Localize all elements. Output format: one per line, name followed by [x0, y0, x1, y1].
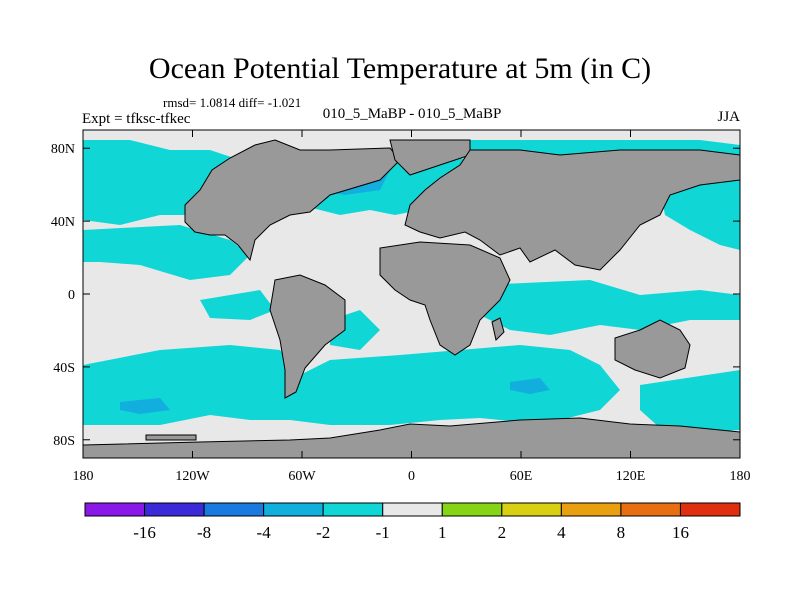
land-madagascar	[491, 317, 505, 341]
colorbar-level-label: 2	[498, 523, 507, 542]
colorbar-level-label: -8	[197, 523, 211, 542]
lat-tick-label: 80S	[53, 434, 75, 449]
colorbar-swatch	[84, 502, 146, 517]
colorbar-swatch	[322, 502, 384, 517]
season-label: JJA	[717, 109, 740, 125]
colorbar-swatch	[382, 502, 443, 517]
colorbar-level-label: 1	[438, 523, 447, 542]
land-masses	[83, 139, 740, 458]
colorbar-level-label: -4	[257, 523, 272, 542]
land-eurasia	[404, 149, 740, 271]
lon-tick-label: 0	[408, 469, 415, 484]
lon-tick-label: 60W	[288, 469, 316, 484]
longitude-axis: 180 120W 60W 0 60E 120E 180	[73, 130, 751, 484]
southern-strong-cool-patch-2	[510, 378, 550, 394]
lon-tick-label: 180	[730, 469, 751, 484]
tropical-pacific-south-band	[200, 290, 275, 320]
colorbar-swatch	[501, 502, 562, 517]
land-antarctica	[83, 417, 740, 458]
map-field	[83, 130, 740, 458]
colorbar-level-label: -1	[376, 523, 390, 542]
land-africa	[379, 241, 511, 356]
colorbar-swatch	[620, 502, 681, 517]
tropical-pacific-north-band	[83, 225, 250, 280]
lat-tick-label: 40N	[51, 215, 75, 230]
case-label: 010_5_MaBP - 010_5_MaBP	[322, 106, 502, 122]
lon-tick-label: 120E	[616, 469, 646, 484]
arctic-pacific-cool-region	[83, 140, 250, 225]
stats-text: rmsd= 1.0814 diff= -1.021	[163, 95, 302, 110]
colorbar: -16 -8 -4 -2 -1 1 2 4 8 16	[84, 502, 741, 542]
lon-tick-label: 180	[73, 469, 94, 484]
colorbar-level-label: 8	[617, 523, 626, 542]
colorbar-swatch	[144, 502, 205, 517]
experiment-label: Expt = tfksc-tfkec	[82, 111, 191, 127]
latitude-axis: 80N 40N 0 40S 80S	[51, 142, 740, 449]
colorbar-swatch	[560, 502, 622, 517]
southern-pacific-east-cool-region	[640, 370, 740, 432]
colorbar-level-label: 4	[557, 523, 566, 542]
colorbar-swatch	[679, 502, 741, 517]
anomaly-regions-cyan	[83, 140, 740, 432]
colorbar-swatch	[203, 502, 265, 517]
plot-title: Ocean Potential Temperature at 5m (in C)	[148, 52, 652, 85]
colorbar-level-label: -16	[133, 523, 156, 542]
lon-tick-label: 120W	[175, 469, 210, 484]
southern-ocean-cool-region	[83, 345, 620, 425]
colorbar-swatch	[441, 502, 503, 517]
land-south-america	[269, 274, 346, 399]
indian-ocean-band	[480, 280, 740, 335]
land-greenland	[389, 139, 471, 176]
land-australia	[614, 319, 691, 379]
lat-tick-label: 40S	[53, 361, 75, 376]
land-antarctic-peninsula	[145, 434, 197, 441]
southern-strong-cool-patch-1	[120, 398, 170, 414]
colorbar-swatch	[263, 502, 324, 517]
colorbar-level-label: 16	[672, 523, 689, 542]
lat-tick-label: 80N	[51, 142, 75, 157]
north-pacific-west-cool-region	[660, 180, 740, 250]
lat-tick-label: 0	[68, 288, 75, 303]
colorbar-level-label: -2	[316, 523, 330, 542]
lon-tick-label: 60E	[510, 469, 533, 484]
